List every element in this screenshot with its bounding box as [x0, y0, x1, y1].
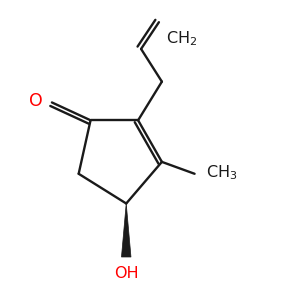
Text: CH$_3$: CH$_3$ [206, 163, 238, 182]
Polygon shape [122, 203, 131, 257]
Text: OH: OH [114, 266, 139, 281]
Text: CH$_2$: CH$_2$ [166, 30, 198, 48]
Text: O: O [29, 92, 42, 110]
